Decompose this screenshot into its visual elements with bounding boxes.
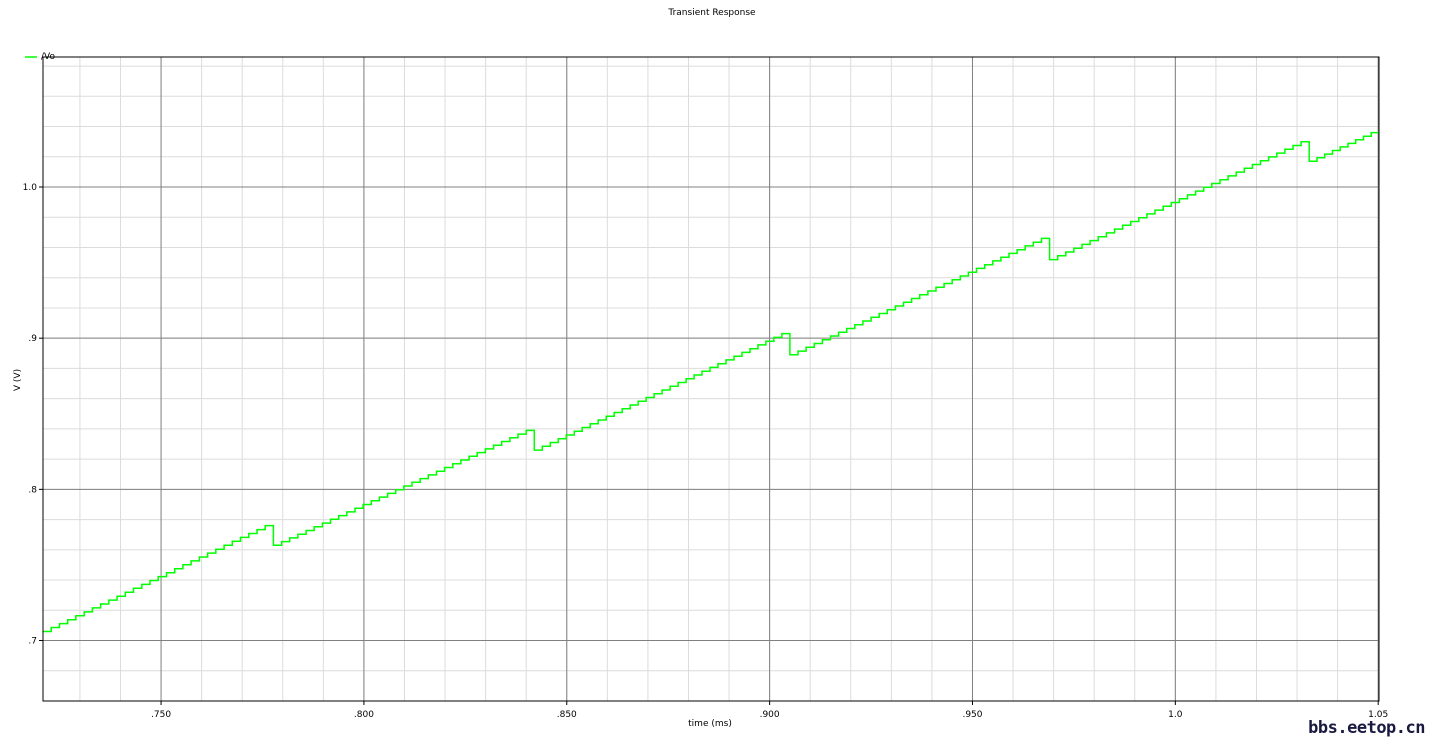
x-tick-label: .800 xyxy=(354,710,374,720)
axis-ticks: .750 .800 .850 .900 .950 1.0 1.05 .7 .8 .9 1.0 xyxy=(23,183,1389,720)
x-tick-label: 1.0 xyxy=(1168,710,1183,720)
x-axis-label: time (ms) xyxy=(688,719,732,729)
chart-title: Transient Response xyxy=(667,8,756,18)
series-layer xyxy=(43,131,1379,633)
x-tick-label: .900 xyxy=(760,710,780,720)
watermark: bbs.eetop.cn xyxy=(1308,718,1425,738)
y-axis-label: V (V) xyxy=(13,369,23,391)
legend-label[interactable]: /Vo xyxy=(41,52,55,62)
series-line-vo xyxy=(43,131,1379,633)
x-tick-label: .750 xyxy=(151,710,171,720)
y-tick-label: 1.0 xyxy=(23,183,38,193)
y-tick-label: .7 xyxy=(28,637,37,647)
grid xyxy=(43,57,1379,701)
x-tick-label: 1.05 xyxy=(1368,710,1388,720)
y-tick-label: .8 xyxy=(28,485,37,495)
x-tick-label: .950 xyxy=(962,710,982,720)
plot-frame xyxy=(42,56,1380,702)
x-tick-label: .850 xyxy=(557,710,577,720)
y-tick-label: .9 xyxy=(28,334,37,344)
